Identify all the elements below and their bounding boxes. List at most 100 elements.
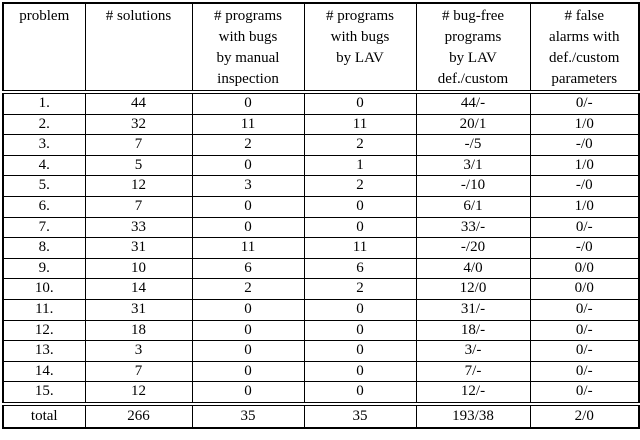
value-cell: 3: [191, 175, 305, 197]
table-row: 3. 7 2 2 -/5 -/0: [2, 134, 640, 156]
table-row: 10. 14 2 2 12/0 0/0: [2, 278, 640, 300]
value-cell: 5: [84, 154, 193, 177]
total-value-cell: 2/0: [529, 401, 640, 429]
value-cell: 12/0: [415, 278, 531, 300]
header-cell-bugs-manual: # programs with bugs by manual inspectio…: [191, 2, 305, 94]
problem-cell: 14.: [2, 360, 86, 383]
table-body: 1. 44 0 0 44/- 0/- 2. 32 11 11 20/1 1/0 3. 7 2 2 -/5 -/0 4…: [2, 91, 640, 405]
value-cell: 2: [191, 278, 305, 300]
problem-cell: 15.: [2, 381, 86, 405]
value-cell: 11: [303, 113, 417, 136]
problem-cell: 5.: [2, 175, 86, 197]
value-cell: 32: [84, 113, 193, 136]
total-value-cell: 266: [84, 401, 193, 429]
total-row: total 266 35 35 193/38 2/0: [2, 401, 640, 429]
total-value-cell: 35: [303, 401, 417, 429]
value-cell: 10: [84, 257, 193, 280]
value-cell: 6/1: [415, 195, 531, 218]
value-cell: 12: [84, 175, 193, 197]
value-cell: 6: [191, 257, 305, 280]
table-row: 14. 7 0 0 7/- 0/-: [2, 360, 640, 383]
table-row: 7. 33 0 0 33/- 0/-: [2, 216, 640, 239]
value-cell: 44: [84, 91, 193, 115]
table-row: 9. 10 6 6 4/0 0/0: [2, 257, 640, 280]
value-cell: -/0: [529, 237, 640, 259]
value-cell: -/0: [529, 134, 640, 156]
value-cell: 2: [303, 175, 417, 197]
value-cell: 11: [191, 113, 305, 136]
value-cell: 3: [84, 340, 193, 362]
value-cell: 0: [303, 340, 417, 362]
table-row: 2. 32 11 11 20/1 1/0: [2, 113, 640, 136]
value-cell: 33: [84, 216, 193, 239]
value-cell: 7/-: [415, 360, 531, 383]
value-cell: 1/0: [529, 113, 640, 136]
value-cell: 0: [303, 298, 417, 321]
total-value-cell: 193/38: [415, 401, 531, 429]
value-cell: 3/1: [415, 154, 531, 177]
value-cell: 0: [303, 216, 417, 239]
value-cell: 1/0: [529, 154, 640, 177]
problem-cell: 11.: [2, 298, 86, 321]
problem-cell: 7.: [2, 216, 86, 239]
table-row: 8. 31 11 11 -/20 -/0: [2, 237, 640, 259]
value-cell: 0/0: [529, 278, 640, 300]
value-cell: 12: [84, 381, 193, 405]
value-cell: 0/-: [529, 319, 640, 342]
value-cell: 4/0: [415, 257, 531, 280]
value-cell: -/0: [529, 175, 640, 197]
value-cell: 0/-: [529, 298, 640, 321]
value-cell: 0: [303, 360, 417, 383]
value-cell: 31: [84, 298, 193, 321]
value-cell: 11: [303, 237, 417, 259]
value-cell: 0: [191, 340, 305, 362]
value-cell: 3/-: [415, 340, 531, 362]
value-cell: 0: [191, 216, 305, 239]
value-cell: 1/0: [529, 195, 640, 218]
results-table: problem # solutions # programs with bugs…: [2, 2, 640, 429]
value-cell: 0/-: [529, 381, 640, 405]
value-cell: 0/0: [529, 257, 640, 280]
value-cell: 0/-: [529, 340, 640, 362]
table-row: 4. 5 0 1 3/1 1/0: [2, 154, 640, 177]
value-cell: 0/-: [529, 91, 640, 115]
value-cell: 2: [303, 278, 417, 300]
problem-cell: 12.: [2, 319, 86, 342]
table-row: 13. 3 0 0 3/- 0/-: [2, 340, 640, 362]
table-row: 1. 44 0 0 44/- 0/-: [2, 91, 640, 115]
header-cell-false-alarms: # false alarms with def./custom paramete…: [529, 2, 640, 94]
problem-cell: 8.: [2, 237, 86, 259]
value-cell: 7: [84, 134, 193, 156]
value-cell: 6: [303, 257, 417, 280]
table-row: 6. 7 0 0 6/1 1/0: [2, 195, 640, 218]
value-cell: 1: [303, 154, 417, 177]
value-cell: 44/-: [415, 91, 531, 115]
total-value-cell: 35: [191, 401, 305, 429]
value-cell: 0: [191, 298, 305, 321]
value-cell: 0: [303, 319, 417, 342]
total-label-cell: total: [2, 401, 86, 429]
header-cell-bugfree-lav: # bug-free programs by LAV def./custom: [415, 2, 531, 94]
header-cell-problem: problem: [2, 2, 86, 94]
value-cell: 11: [191, 237, 305, 259]
value-cell: 0/-: [529, 360, 640, 383]
value-cell: -/20: [415, 237, 531, 259]
value-cell: 2: [303, 134, 417, 156]
value-cell: 2: [191, 134, 305, 156]
table-row: 5. 12 3 2 -/10 -/0: [2, 175, 640, 197]
value-cell: 31: [84, 237, 193, 259]
value-cell: 20/1: [415, 113, 531, 136]
value-cell: 12/-: [415, 381, 531, 405]
value-cell: 18/-: [415, 319, 531, 342]
value-cell: 0: [303, 195, 417, 218]
problem-cell: 6.: [2, 195, 86, 218]
value-cell: 33/-: [415, 216, 531, 239]
value-cell: 0: [303, 381, 417, 405]
value-cell: 0: [191, 381, 305, 405]
header-cell-bugs-lav: # programs with bugs by LAV: [303, 2, 417, 94]
value-cell: 0: [191, 154, 305, 177]
value-cell: -/5: [415, 134, 531, 156]
problem-cell: 2.: [2, 113, 86, 136]
table-row: 12. 18 0 0 18/- 0/-: [2, 319, 640, 342]
